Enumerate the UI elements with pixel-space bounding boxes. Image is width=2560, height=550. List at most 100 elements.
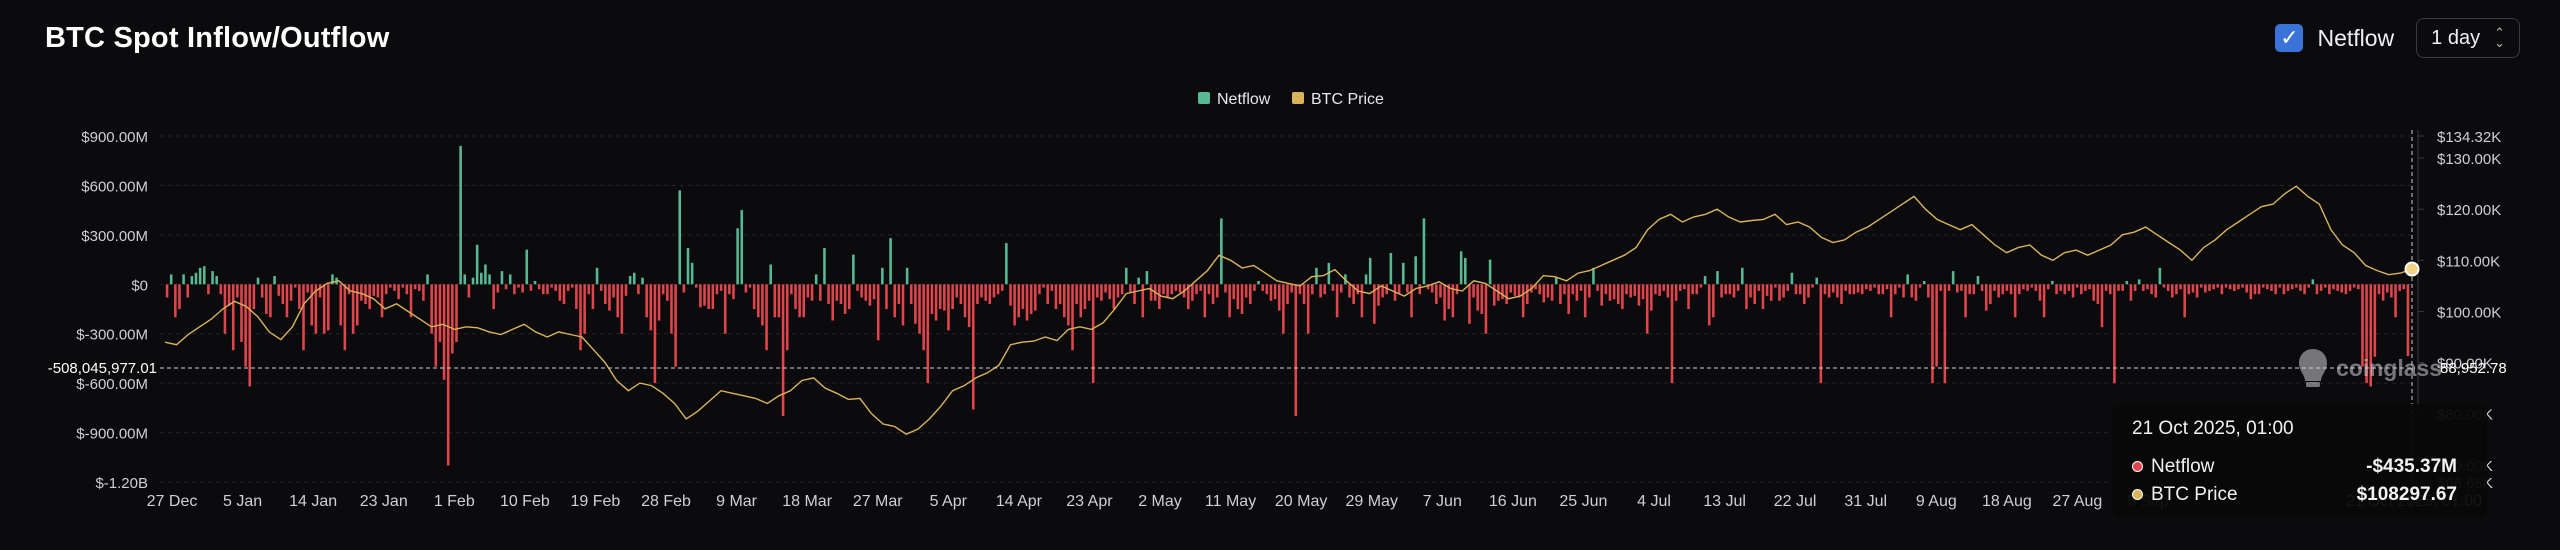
x-tick-label: 1 Feb [434,493,475,510]
left-tick-label: $-900.00M [76,426,148,443]
netflow-bar [575,284,578,309]
netflow-bar [496,284,500,293]
netflow-bar [1769,284,1773,301]
netflow-bar [380,284,384,318]
netflow-bar [1621,284,1624,309]
netflow-bar [2266,284,2269,290]
netflow-bar [2303,284,2306,295]
netflow-bar [674,284,677,367]
netflow-bar [1195,284,1198,295]
netflow-bar [2204,284,2207,293]
netflow-bar [1290,284,1293,293]
x-tick-label: 25 Jun [1559,493,1607,510]
netflow-bar [322,284,326,334]
netflow-bar [1989,284,1992,305]
netflow-bar [2233,284,2236,291]
netflow-bar [637,284,640,295]
netflow-bar [972,284,975,410]
netflow-bar [566,284,570,291]
netflow-bar [1641,284,1645,300]
netflow-bar [1765,284,1769,296]
netflow-bar [1505,284,1508,305]
netflow-bar [240,284,243,342]
netflow-bar [339,284,342,326]
netflow-bar [1091,284,1095,384]
netflow-bar [1980,284,1984,291]
netflow-bar [1893,284,1897,295]
netflow-bar [1935,284,1938,367]
netflow-bar [1083,284,1087,309]
netflow-bar [1848,284,1852,295]
netflow-bar [1013,284,1016,326]
netflow-bar [2038,284,2042,301]
netflow-bar [988,284,992,305]
legend-swatch [1292,92,1304,104]
netflow-bar [298,284,301,309]
netflow-bar [1972,284,1976,295]
netflow-bar [1720,284,1723,298]
x-tick-label: 31 Jul [1844,493,1887,510]
netflow-bar [976,284,979,305]
netflow-bar [1538,284,1541,295]
x-tick-label: 9 Mar [716,493,758,510]
netflow-bar [2406,284,2410,356]
netflow-bar [736,228,739,285]
netflow-bar [2179,284,2182,290]
netflow-bar [393,284,396,291]
left-tick-label: $300.00M [81,228,148,245]
netflow-bar [285,284,289,318]
netflow-bar [748,284,752,288]
netflow-bar [959,284,963,305]
netflow-bar [1294,284,1298,417]
netflow-bar [1000,284,1004,291]
netflow-bar [2075,284,2079,288]
netflow-checkbox[interactable]: ✓ [2275,24,2304,52]
x-tick-label: 27 Aug [2053,493,2103,510]
netflow-bar [1993,284,1996,291]
netflow-bar [2113,284,2116,384]
netflow-bar [508,274,512,285]
netflow-bar [1600,284,1603,306]
netflow-bar [1439,284,1442,298]
page-title: BTC Spot Inflow/Outflow [45,22,390,54]
netflow-bar [1811,284,1814,288]
netflow-bar [930,284,934,314]
netflow-bar [455,284,458,342]
netflow-bar [1526,284,1529,305]
netflow-bar [1178,284,1182,293]
netflow-bar [926,284,930,384]
netflow-bar [1521,284,1525,318]
netflow-bar [806,284,810,298]
netflow-bar [2034,284,2038,291]
netflow-bar [227,284,231,306]
netflow-bar [2051,280,2054,285]
netflow-bar [2369,284,2373,387]
netflow-bar [2080,284,2083,295]
netflow-bar [1732,284,1736,298]
netflow-bar [190,276,194,285]
netflow-bar [1931,284,1934,384]
netflow-bar [1029,284,1033,314]
netflow-bar [2183,284,2186,318]
netflow-bar [1836,284,1839,298]
netflow-bar [1170,284,1174,295]
netflow-bar [1174,284,1178,291]
legend-label: BTC Price [1311,91,1384,108]
netflow-bar [897,284,901,305]
interval-select[interactable]: 1 day ⌃ ⌄ [2416,18,2520,58]
netflow-bar [1674,284,1678,301]
netflow-bar [1228,284,1231,318]
netflow-bar [1145,271,1149,285]
netflow-bar [1203,284,1207,318]
netflow-bar [1906,274,1909,285]
netflow-bar [802,284,806,318]
netflow-bar [951,284,954,309]
netflow-bar [732,284,735,300]
netflow-bar [1211,284,1215,305]
netflow-bar [1567,284,1570,314]
netflow-bar [856,284,859,291]
netflow-bar [1253,284,1256,291]
netflow-bar [1472,284,1475,298]
netflow-bar [248,284,252,387]
netflow-bar [178,284,181,309]
